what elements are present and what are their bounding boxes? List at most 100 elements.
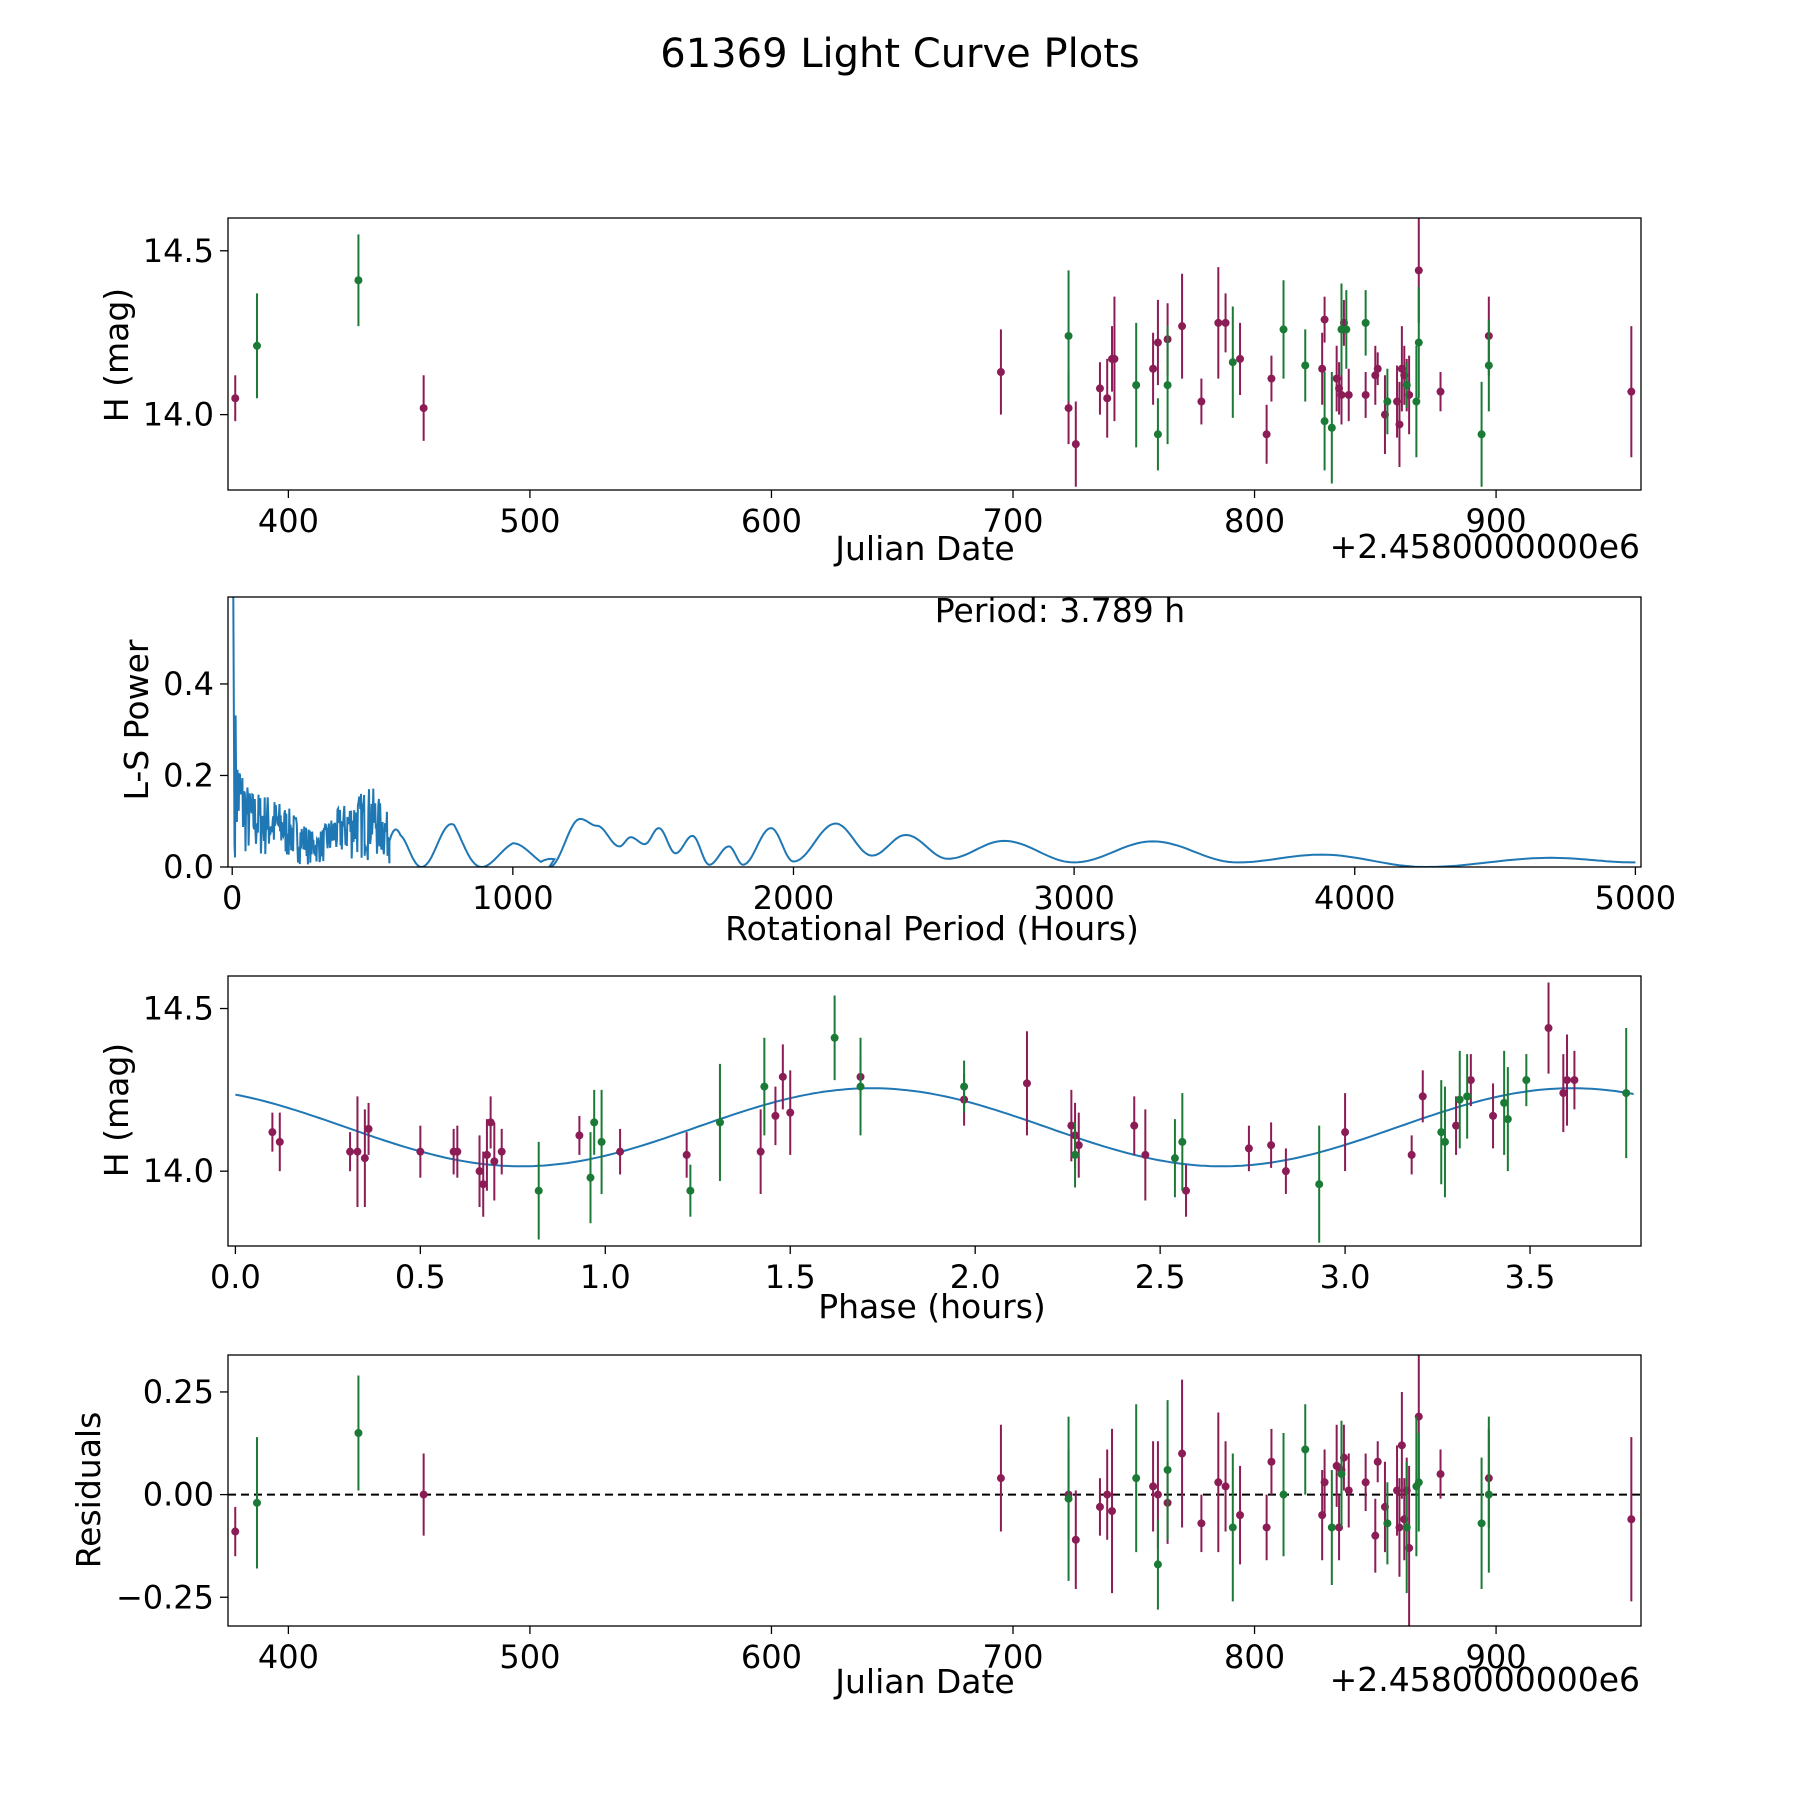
lightcurve-magenta-point (1414, 266, 1423, 275)
phased-ytick-label: 14.0 (143, 1152, 214, 1190)
lightcurve-magenta-point (1267, 374, 1276, 383)
lightcurve-green-point (1484, 361, 1493, 370)
lightcurve-xtick-label: 500 (499, 502, 560, 540)
phased-xtick-label: 3.5 (1505, 1258, 1556, 1296)
lightcurve-magenta-point (1178, 322, 1187, 331)
phased-magenta-point (482, 1150, 491, 1159)
lightcurve-magenta-point (1361, 390, 1370, 399)
periodogram-ytick-label: 0.0 (163, 848, 214, 886)
phased-green-point (1455, 1095, 1464, 1104)
phased-magenta-point (616, 1147, 625, 1156)
residuals-green-point (354, 1429, 363, 1438)
phased-magenta-point (1489, 1111, 1498, 1120)
lightcurve-green-point (1342, 325, 1351, 334)
lightcurve-magenta-point (1395, 420, 1404, 429)
lightcurve-magenta-point (1064, 404, 1073, 413)
residuals-green-point (1337, 1470, 1346, 1479)
phased-xlabel: Phase (hours) (818, 1287, 1046, 1326)
residuals-magenta-point (1371, 1531, 1380, 1540)
periodogram-xtick-label: 3000 (1033, 879, 1114, 917)
lightcurve-magenta-point (1436, 387, 1445, 396)
lightcurve-magenta-point (1627, 387, 1636, 396)
lightcurve-green-point (1153, 430, 1162, 439)
residuals-xtick-label: 700 (982, 1638, 1043, 1676)
phased-xtick-label: 0.5 (395, 1258, 446, 1296)
phased-ytick-label: 14.5 (143, 990, 214, 1028)
phased-fit-curve (235, 1087, 1634, 1168)
residuals-magenta-point (231, 1527, 240, 1536)
residuals-magenta-point (1103, 1490, 1112, 1499)
periodogram-xtick-label: 5000 (1595, 879, 1676, 917)
residuals-magenta-point (1221, 1482, 1230, 1491)
residuals-magenta-point (1262, 1523, 1271, 1532)
periodogram-ylabel: L-S Power (117, 639, 156, 800)
phased-frame (227, 975, 1642, 1247)
phased-green-point (534, 1186, 543, 1195)
residuals-magenta-point (1071, 1535, 1080, 1544)
residuals-green-point (1327, 1523, 1336, 1532)
lightcurve-magenta-point (1344, 390, 1353, 399)
residuals-magenta-point (1627, 1515, 1636, 1524)
phased-green-point (1178, 1137, 1187, 1146)
residuals-xtick-label: 400 (258, 1638, 319, 1676)
phased-xtick-label: 2.5 (1135, 1258, 1186, 1296)
lightcurve-offset-label: +2.4580000000e6 (1330, 527, 1640, 566)
lightcurve-magenta-point (1197, 397, 1206, 406)
residuals-magenta-point (1395, 1523, 1404, 1532)
phased-green-point (586, 1173, 595, 1182)
lightcurve-xtick-label: 600 (741, 502, 802, 540)
phased-magenta-point (360, 1154, 369, 1163)
lightcurve-magenta-point (1318, 364, 1327, 373)
lightcurve-green-point (1132, 381, 1141, 390)
lightcurve-magenta-point (1071, 440, 1080, 449)
residuals-magenta-point (1236, 1511, 1245, 1520)
lightcurve-magenta-point (996, 368, 1005, 377)
lightcurve-green-point (1320, 417, 1329, 426)
phased-magenta-point (1182, 1186, 1191, 1195)
lightcurve-green-point (1412, 397, 1421, 406)
lightcurve-green-point (252, 341, 261, 350)
lightcurve-magenta-point (1337, 390, 1346, 399)
lightcurve-magenta-point (1153, 338, 1162, 347)
residuals-magenta-point (1108, 1507, 1117, 1516)
residuals-offset-label: +2.4580000000e6 (1330, 1660, 1640, 1699)
phased-green-point (1170, 1154, 1179, 1163)
residuals-xtick-label: 900 (1466, 1638, 1527, 1676)
subplot-residuals: Julian Date Residuals +2.4580000000e6 (69, 1412, 1640, 1701)
phased-green-point (590, 1118, 599, 1127)
phased-magenta-point (268, 1128, 277, 1137)
phased-magenta-point (1244, 1144, 1253, 1153)
residuals-ytick-label: 0.25 (143, 1373, 214, 1411)
residuals-magenta-point (419, 1490, 428, 1499)
residuals-axes: 400 500 600 700 800 900 −0.25 0.00 0.25 (116, 1373, 1527, 1676)
lightcurve-green-point (1327, 423, 1336, 432)
residuals-xtick-label: 600 (741, 1638, 802, 1676)
phased-magenta-point (1466, 1076, 1475, 1085)
residuals-green-point (1477, 1519, 1486, 1528)
phased-magenta-point (1281, 1167, 1290, 1176)
residuals-green-point (1228, 1523, 1237, 1532)
lightcurve-magenta-point (1221, 318, 1230, 327)
lightcurve-ylabel: H (mag) (97, 288, 136, 422)
residuals-ytick-label: 0.00 (143, 1476, 214, 1514)
phased-magenta-point (479, 1180, 488, 1189)
lightcurve-magenta-point (1103, 394, 1112, 403)
residuals-ytick-label: −0.25 (116, 1578, 214, 1616)
phased-fit-group (235, 1087, 1634, 1168)
phased-magenta-point (453, 1147, 462, 1156)
residuals-xlabel: Julian Date (833, 1662, 1015, 1701)
subplot-lightcurve: Julian Date H (mag) +2.4580000000e6 (97, 288, 1640, 568)
periodogram-frame (227, 596, 1642, 868)
phased-magenta-point (1570, 1076, 1579, 1085)
residuals-green-point (1279, 1490, 1288, 1499)
lightcurve-xtick-label: 800 (1224, 502, 1285, 540)
phased-green-point (1440, 1137, 1449, 1146)
phased-magenta-point (497, 1147, 506, 1156)
lightcurve-green-point (354, 276, 363, 285)
residuals-magenta-point (1095, 1502, 1104, 1511)
phased-green-point (597, 1137, 606, 1146)
phased-magenta-point (490, 1157, 499, 1166)
residuals-green-point (1484, 1490, 1493, 1499)
lightcurve-xtick-label: 900 (1466, 502, 1527, 540)
residuals-green-point (1153, 1560, 1162, 1569)
